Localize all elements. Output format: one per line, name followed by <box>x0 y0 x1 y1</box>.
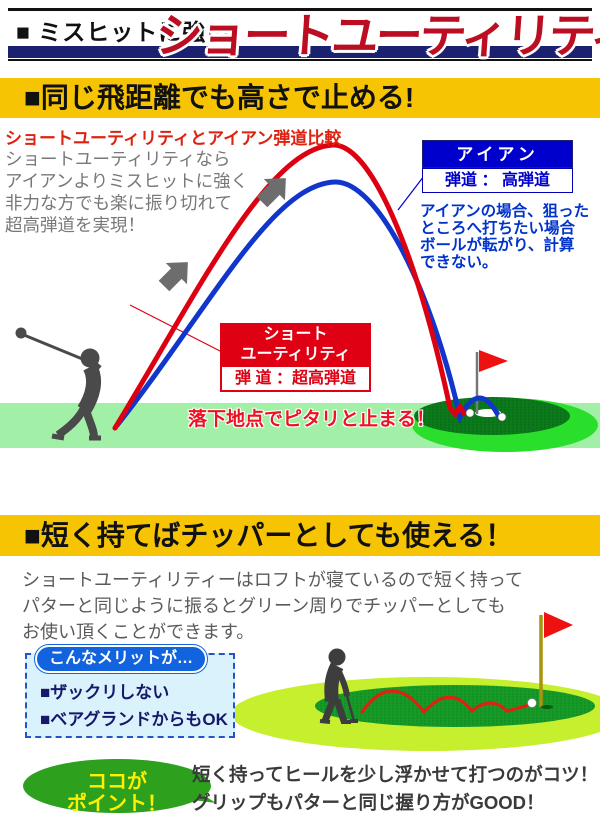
chipper-line: パターと同じように振るとグリーン周りでチッパーとしても <box>22 596 506 616</box>
golfer-putting-silhouette <box>319 648 358 724</box>
header-tagline: ■ ミスヒットに強い <box>16 19 231 45</box>
putting-green <box>315 685 595 727</box>
tip-line: 短く持ってヒールを少し浮かせて打つのがコツ！ <box>192 764 599 785</box>
utility-label-box: ショート ユーティリティ <box>220 323 371 365</box>
flag <box>544 612 573 638</box>
drop-note: 落下地点でピタリと止まる！ <box>188 409 436 430</box>
up-arrow-icon <box>158 262 188 292</box>
utility-callout-line <box>129 304 223 353</box>
iron-note-line: できない。 <box>420 254 498 271</box>
chip-bounce-trajectory <box>360 689 533 715</box>
utility-label-line: ユーティリティ <box>240 346 351 363</box>
iron-trajectory-box: 弾道 ： 高弾道 <box>422 168 573 193</box>
tip-line: グリップもパターと同じ握り方がGOOD！ <box>192 792 545 813</box>
point-tip: 短く持ってヒールを少し浮かせて打つのがコツ！ グリップもパターと同じ握り方がGO… <box>192 761 598 814</box>
chipper-paragraph: ショートユーティリティーはロフトが寝ているので短く持って パターと同じように振る… <box>22 567 523 645</box>
intro-line: ショートユーティリティなら <box>5 149 231 169</box>
comparison-intro: ショートユーティリティなら アイアンよりミスヒットに強く 非力な方でも楽に振り切… <box>5 148 248 236</box>
iron-note-line: ところへ打ちたい場合 <box>420 220 576 237</box>
bubble-text: ポイント！ <box>67 793 167 814</box>
fairway-fringe <box>231 677 600 751</box>
chipper-line: ショートユーティリティーはロフトが寝ているので短く持って <box>22 570 523 590</box>
utility-label-line: ショート <box>263 326 328 343</box>
comparison-heading: ショートユーティリティとアイアン弾道比較 <box>5 129 342 148</box>
header-bottom-rule <box>8 59 592 61</box>
iron-note-line: アイアンの場合、狙った <box>420 203 590 220</box>
header-top-rule <box>8 8 592 11</box>
section-banner-chipper: ■短く持てばチッパーとしても使える！ <box>0 515 600 556</box>
merit-item: ■ベアグランドからもOK <box>40 710 228 729</box>
merit-title-pill: こんなメリットが… <box>35 645 207 673</box>
iron-note: アイアンの場合、狙った ところへ打ちたい場合 ボールが転がり、計算 できない。 <box>420 203 589 271</box>
flag <box>479 350 508 372</box>
iron-label-box: アイアン <box>422 140 573 168</box>
merit-item: ■ザックリしない <box>40 683 170 702</box>
chipper-line: お使い頂くことができます。 <box>22 622 255 642</box>
hole <box>541 705 553 709</box>
up-arrow-icon <box>256 178 286 208</box>
utility-trajectory-box: 弾 道 ：超高弾道 <box>220 365 371 392</box>
page-title: ショートユーティリティ <box>153 9 600 62</box>
section-banner-stop-height: ■同じ飛距離でも高さで止める! <box>0 78 600 118</box>
bubble-text: ココが <box>87 771 147 793</box>
intro-line: 非力な方でも楽に振り切れて <box>5 193 232 213</box>
iron-note-line: ボールが転がり、計算 <box>420 237 575 254</box>
header-navy-bar <box>8 46 592 58</box>
ball <box>527 698 537 708</box>
intro-line: 超高弾道を実現！ <box>5 215 145 235</box>
intro-line: アイアンよりミスヒットに強く <box>5 171 249 191</box>
